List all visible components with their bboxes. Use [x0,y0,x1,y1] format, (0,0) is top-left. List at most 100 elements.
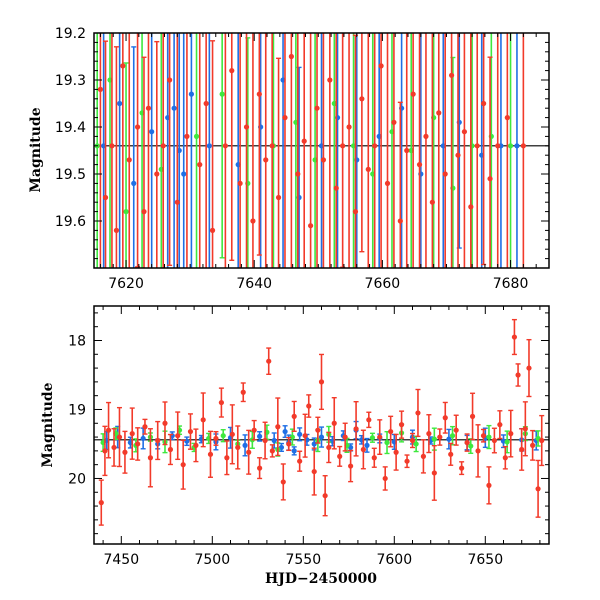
top-point-red [410,91,416,97]
top-plot-frame [93,32,550,269]
top-y-tick-label: 19.3 [55,73,86,89]
bottom-point-blue [318,434,325,440]
bottom-point-red [229,431,235,437]
top-point-red [378,63,384,69]
bottom-point-blue [291,448,297,454]
top-point-red [474,143,480,149]
bottom-point-red [502,455,508,461]
top-point-red [333,185,339,191]
top-point-red [102,194,109,201]
bottom-point-green [289,434,295,440]
top-point-green [507,143,514,149]
bottom-x-ticks: 7450 7500 7550 7600 7650 [102,306,541,568]
bottom-y-axis-label: Magnitude [40,382,56,467]
top-point-red [269,143,275,149]
bottom-point-red [511,334,518,340]
bottom-point-red [497,422,503,428]
bottom-point-red [315,427,321,433]
bottom-point-red [180,462,186,468]
bottom-point-red [382,475,388,482]
top-point-red [423,133,429,139]
top-point-red [97,86,104,92]
top-point-red [167,77,173,83]
bottom-point-green [384,439,390,446]
bottom-point-red [122,449,128,455]
bottom-point-red [213,435,219,442]
top-point-red [295,171,301,177]
bottom-point-red [464,439,470,446]
bottom-point-green [504,439,510,445]
top-point-red [209,227,216,233]
top-point-red [442,171,448,177]
bottom-point-red [135,441,141,447]
bottom-point-red [142,424,148,430]
top-point-red [359,96,365,102]
top-point-red [320,157,327,163]
bottom-point-red [224,455,230,461]
top-point-red [436,110,442,116]
top-point-red [160,143,166,149]
top-point-red [416,162,423,168]
bottom-point-red [98,500,104,506]
bottom-point-red [409,437,416,444]
bottom-point-red [302,433,308,439]
bottom-point-red [404,458,410,464]
bottom-point-red [388,428,394,435]
top-point-red [308,223,314,229]
bottom-point-red [442,415,448,421]
bottom-y-ticks: 18 19 20 [68,312,549,535]
bottom-point-red [519,446,525,453]
top-point-red [229,68,235,74]
top-y-tick-label: 19.2 [55,26,86,42]
bottom-point-red [360,446,366,453]
bottom-point-blue [297,431,303,437]
top-point-red [203,100,209,107]
top-point-red [256,91,262,97]
top-point-red [237,180,243,186]
bottom-point-green [413,441,419,447]
bottom-point-red [193,442,199,448]
bottom-point-green [369,435,376,441]
bottom-point-red [200,417,206,423]
top-x-ticks: 7620 7640 7660 7680 [99,33,550,292]
bottom-y-tick-label: 19 [68,402,86,418]
bottom-point-red [480,433,487,439]
top-point-red [263,157,269,163]
bottom-point-red [491,437,497,444]
top-x-tick-label: 7640 [236,276,272,292]
top-point-blue [188,91,195,97]
bottom-point-red [530,442,536,448]
top-point-red [126,157,132,163]
bottom-point-red [240,389,246,395]
bottom-point-red [266,358,272,364]
bottom-point-blue [184,438,190,444]
top-point-red [174,199,180,205]
bottom-plot-data [94,318,549,526]
bottom-point-blue [271,437,277,444]
bottom-point-red [162,420,168,426]
bottom-x-tick-label: 7500 [194,552,230,568]
top-point-blue [117,100,123,107]
bottom-point-green [468,443,474,449]
top-point-blue [171,105,177,111]
top-point-green [123,209,129,215]
top-point-red [455,152,461,158]
bottom-point-red [155,437,161,444]
bottom-point-red [508,431,514,437]
top-point-red [145,105,152,111]
top-point-green [219,91,225,97]
bottom-point-red [167,446,174,453]
bottom-point-red [246,449,252,455]
bottom-point-red [262,437,268,444]
bottom-point-red [431,470,437,476]
bottom-point-green [220,433,226,439]
top-point-red [109,143,115,149]
top-point-red [448,72,455,78]
top-point-red [352,209,359,215]
top-point-red [372,143,378,149]
bottom-point-red [129,431,135,437]
bottom-point-red [218,399,224,406]
bottom-point-red [539,437,545,444]
bottom-point-red [453,427,459,433]
top-y-tick-label: 19.4 [55,120,86,136]
